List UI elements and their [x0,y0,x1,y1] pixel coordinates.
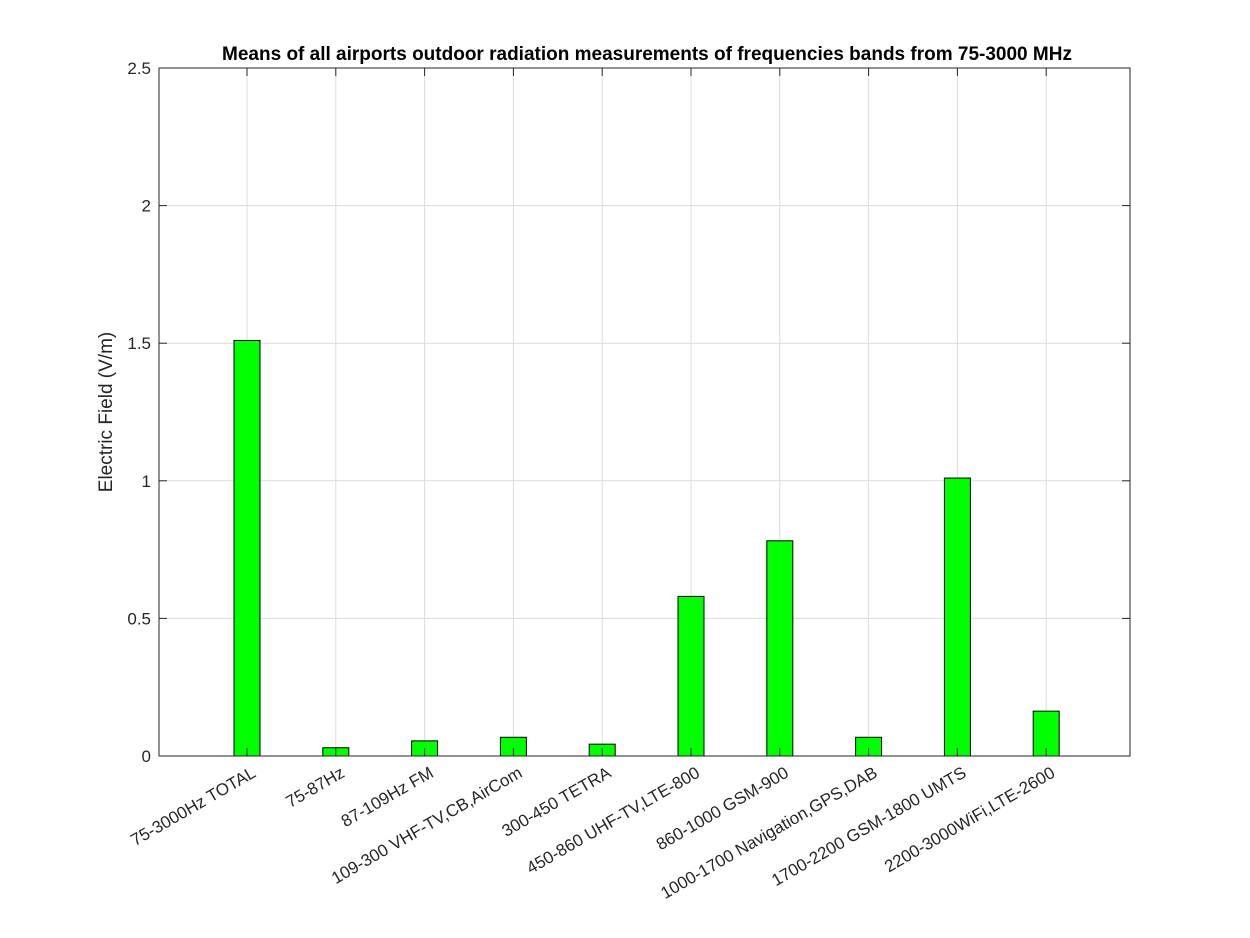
x-tick-label: 2200-3000WiFi,LTE-2600 [881,763,1058,876]
y-axis-label: Electric Field (V/m) [96,332,117,492]
x-tick-label: 75-3000Hz TOTAL [128,763,259,850]
y-axis-ticks: 0 0.5 1 1.5 2 2.5 [127,59,1130,766]
bars [233,339,1060,757]
x-tick-label: 450-860 UHF-TV,LTE-800 [523,763,703,878]
y-tick-label: 2 [142,197,151,216]
chart-title: Means of all airports outdoor radiation … [222,44,1072,65]
plot-area-border [158,67,1131,757]
x-tick-label: 75-87Hz [283,763,348,812]
y-tick-label: 0.5 [127,609,151,628]
grid [159,67,1130,757]
y-tick-label: 0 [142,747,151,766]
bar [677,595,705,757]
y-tick-label: 1.5 [127,334,151,353]
bar [233,339,261,757]
bar [766,540,794,757]
y-tick-label: 1 [142,472,151,491]
y-tick-label: 2.5 [127,59,151,78]
bar [943,477,971,757]
